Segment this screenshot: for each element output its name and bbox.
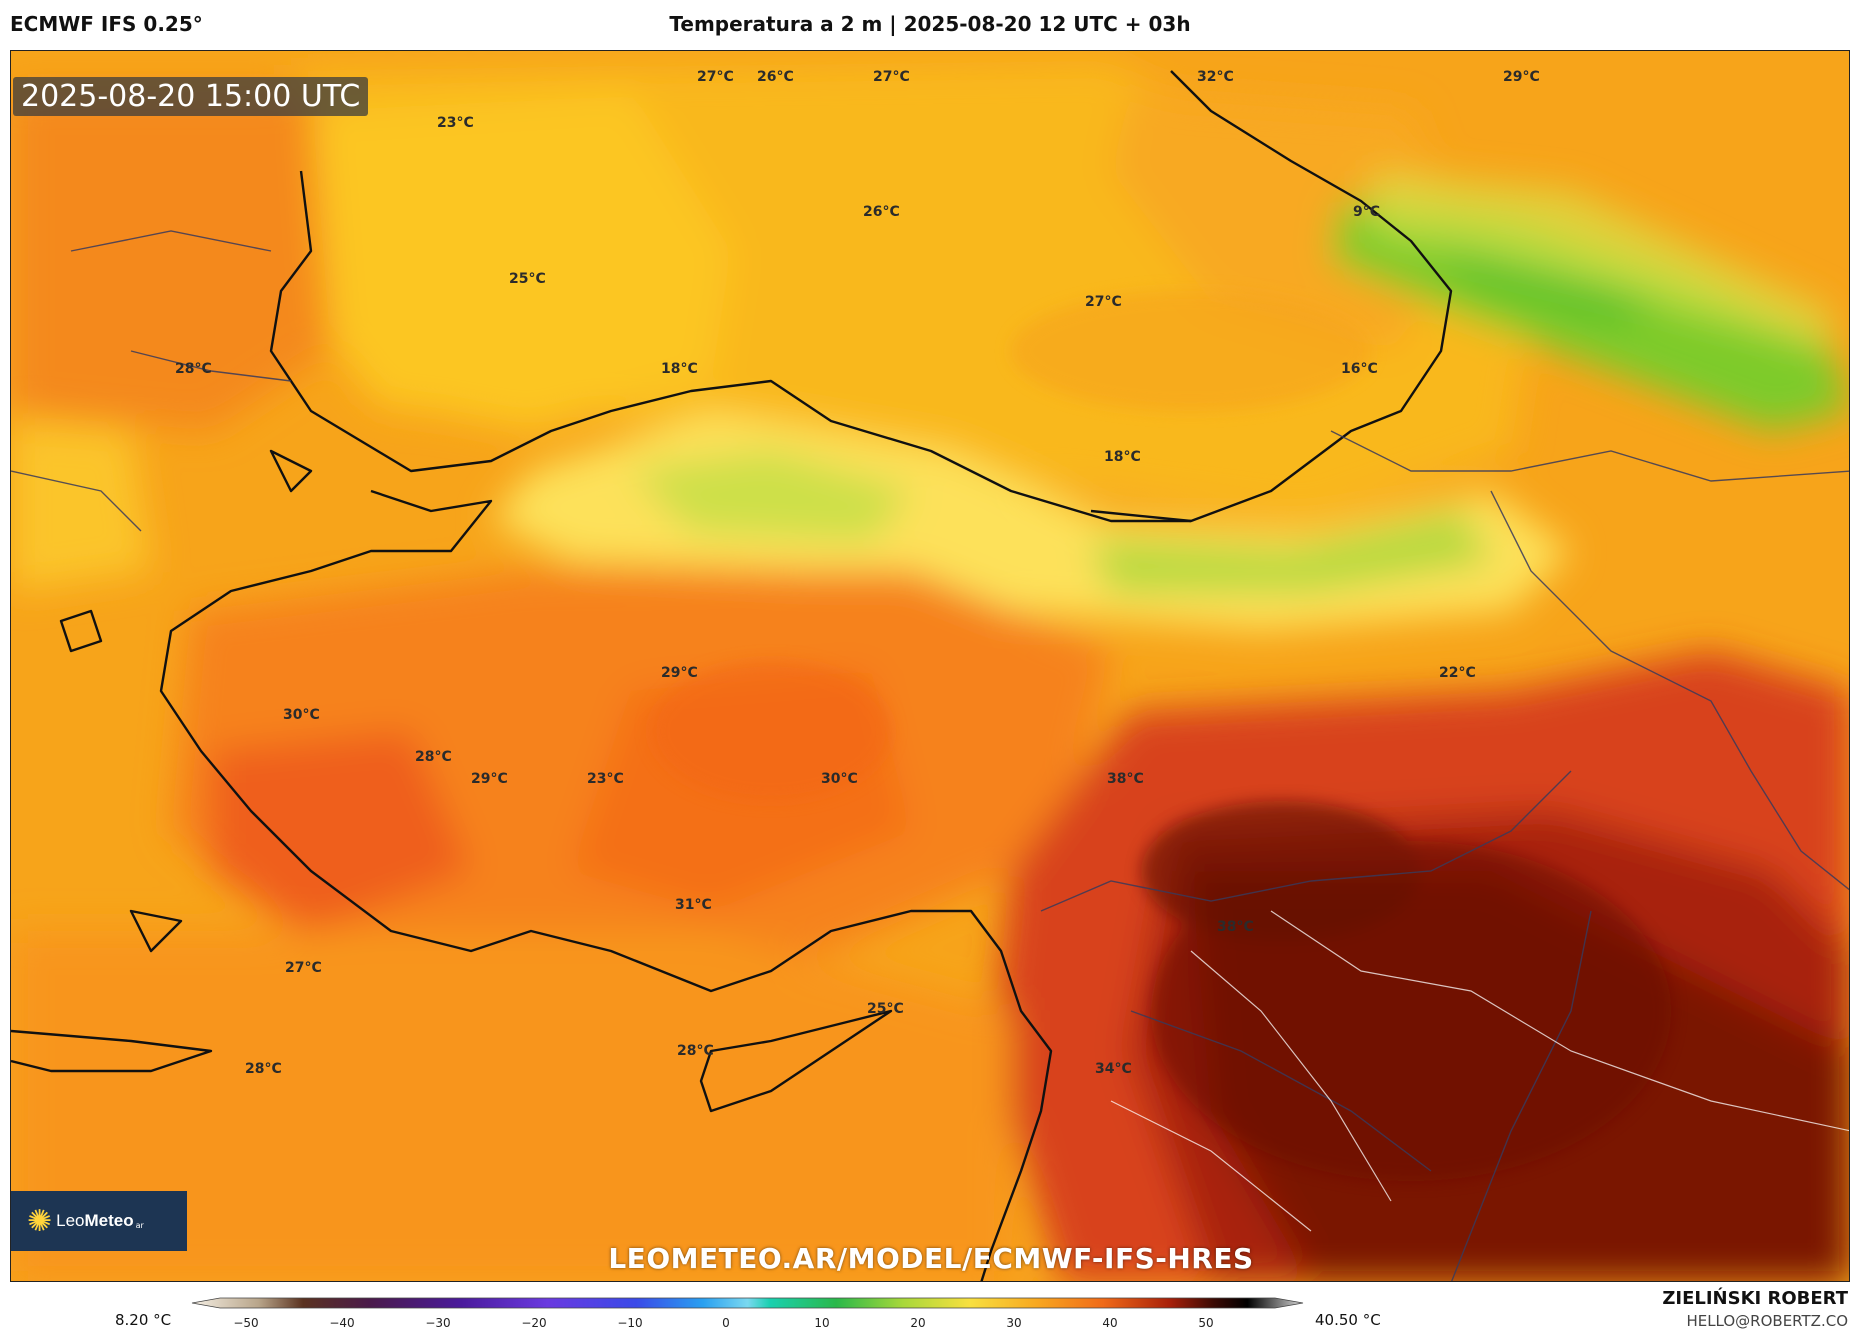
model-name: ECMWF IFS 0.25° xyxy=(10,12,203,36)
temperature-map[interactable]: 27°C 26°C 27°C 32°C 29°C 23°C 26°C 9°C 2… xyxy=(10,50,1850,1282)
temp-label: 27°C xyxy=(285,960,322,976)
temp-label: 18°C xyxy=(661,361,698,377)
colorbar-tick: 40 xyxy=(1102,1316,1117,1330)
map-canvas: 27°C 26°C 27°C 32°C 29°C 23°C 26°C 9°C 2… xyxy=(11,51,1849,1281)
temp-label: 27°C xyxy=(1085,294,1122,310)
temp-label: 27°C xyxy=(697,69,734,85)
temp-label: 31°C xyxy=(675,897,712,913)
logo-text: LeoMeteo xyxy=(56,1211,134,1230)
temperature-colorbar: −50 −40 −30 −20 −10 0 10 20 30 40 50 xyxy=(191,1297,1304,1330)
temp-label: 25°C xyxy=(867,1001,904,1017)
temp-label: 28°C xyxy=(677,1043,714,1059)
colorbar-tick: 10 xyxy=(814,1316,829,1330)
temp-label: 34°C xyxy=(1095,1061,1132,1077)
author-email[interactable]: HELLO@ROBERTZ.CO xyxy=(1686,1312,1848,1330)
logo-suffix: ar xyxy=(135,1220,144,1230)
temp-label: 32°C xyxy=(1197,69,1234,85)
colorbar-tick: −40 xyxy=(329,1316,354,1330)
borders xyxy=(11,230,1849,1281)
admin-borders xyxy=(1110,910,1849,1232)
temp-label: 29°C xyxy=(661,665,698,681)
temp-label: 28°C xyxy=(175,361,212,377)
temp-label: 30°C xyxy=(821,771,858,787)
sun-icon: ✺ xyxy=(27,1203,53,1239)
colorbar-tick: −20 xyxy=(521,1316,546,1330)
temp-label: 16°C xyxy=(1341,361,1378,377)
author-credit: ZIELIŃSKI ROBERT xyxy=(1662,1288,1848,1309)
temp-label: 26°C xyxy=(757,69,794,85)
colorbar-tick: −30 xyxy=(425,1316,450,1330)
temp-contours xyxy=(651,291,1671,1181)
temp-label: 9°C xyxy=(1353,204,1380,220)
coastlines xyxy=(11,70,1453,1281)
map-title: Temperatura a 2 m | 2025-08-20 12 UTC + … xyxy=(669,12,1191,36)
temp-label: 28°C xyxy=(245,1061,282,1077)
temp-label: 27°C xyxy=(873,69,910,85)
temp-label: 18°C xyxy=(1104,449,1141,465)
colorbar-tick: 0 xyxy=(722,1316,730,1330)
temp-label: 29°C xyxy=(471,771,508,787)
temp-label: 23°C xyxy=(437,115,474,131)
temp-label: 25°C xyxy=(509,271,546,287)
temp-label: 29°C xyxy=(1503,69,1540,85)
leometeo-logo[interactable]: ✺ LeoMeteo ar xyxy=(11,1191,187,1251)
colorbar-max-label: 40.50 °C xyxy=(1315,1311,1381,1329)
colorbar-tick: 20 xyxy=(910,1316,925,1330)
temp-label: 38°C xyxy=(1107,771,1144,787)
temp-label: 30°C xyxy=(283,707,320,723)
colorbar-tick: −10 xyxy=(617,1316,642,1330)
temp-label: 22°C xyxy=(1439,665,1476,681)
temp-label: 38°C xyxy=(1217,919,1254,935)
valid-time-badge: 2025-08-20 15:00 UTC xyxy=(13,77,369,116)
temp-label: 26°C xyxy=(863,204,900,220)
source-url-watermark: LEOMETEO.AR/MODEL/ECMWF-IFS-HRES xyxy=(608,1242,1254,1275)
temp-label: 23°C xyxy=(587,771,624,787)
colorbar-tick: −50 xyxy=(233,1316,258,1330)
colorbar-ramp xyxy=(191,1297,1304,1309)
colorbar-min-label: 8.20 °C xyxy=(115,1311,172,1329)
colorbar-tick: 50 xyxy=(1198,1316,1213,1330)
temp-label: 28°C xyxy=(415,749,452,765)
colorbar-tick: 30 xyxy=(1006,1316,1021,1330)
colorbar-ticks: −50 −40 −30 −20 −10 0 10 20 30 40 50 xyxy=(233,1316,1213,1330)
temperature-labels: 27°C 26°C 27°C 32°C 29°C 23°C 26°C 9°C 2… xyxy=(175,69,1540,1077)
